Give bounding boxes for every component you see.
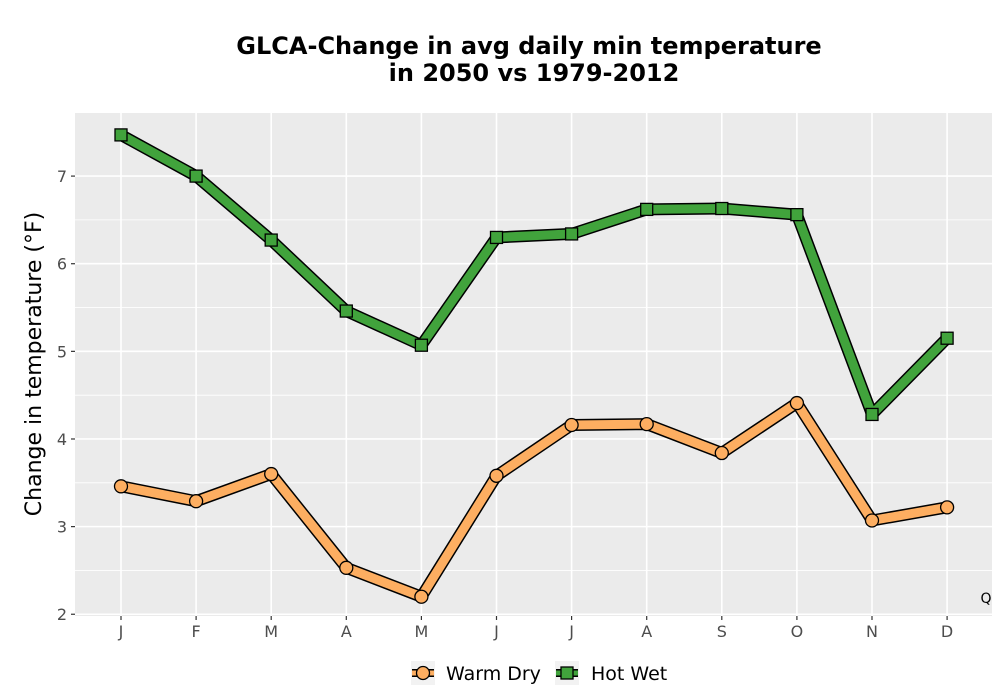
legend-key-marker xyxy=(560,666,574,680)
y-tick-label: 3 xyxy=(57,518,67,537)
warm-dry-point xyxy=(188,494,204,509)
warm-dry-point xyxy=(789,395,805,411)
x-tick-label: S xyxy=(717,622,727,641)
hot-wet-line xyxy=(118,130,951,419)
x-tick-label: J xyxy=(493,622,499,641)
hot-wet-point xyxy=(264,233,278,247)
warm-dry-line xyxy=(120,398,948,602)
x-tick-label: J xyxy=(568,622,574,641)
legend-label: Warm Dry xyxy=(446,663,541,685)
warm-dry-point xyxy=(714,445,729,461)
legend: Warm Dry Hot Wet xyxy=(411,661,667,685)
warm-dry-point xyxy=(339,560,354,575)
corner-annotation: Q xyxy=(980,591,991,607)
warm-dry-point xyxy=(113,479,129,494)
x-tick-label: N xyxy=(866,622,878,641)
y-tick-label: 5 xyxy=(57,342,67,361)
chart-title-line-1: GLCA-Change in avg daily min temperature xyxy=(236,32,821,60)
warm-dry-point xyxy=(489,468,504,483)
warm-dry-point xyxy=(564,417,579,433)
warm-dry-point xyxy=(264,466,279,482)
hot-wet-point xyxy=(715,201,729,216)
warm-dry-point xyxy=(639,416,654,432)
y-tick-label: 4 xyxy=(57,430,67,449)
y-tick-label: 6 xyxy=(57,255,67,274)
warm-dry-point xyxy=(939,500,955,515)
hot-wet-point xyxy=(489,230,504,245)
y-tick-label: 2 xyxy=(57,605,67,624)
legend-key-marker xyxy=(415,665,431,681)
x-tick-label: M xyxy=(414,622,428,641)
chart-title-line-2: in 2050 vs 1979-2012 xyxy=(389,59,680,87)
legend-item-warm-dry: Warm Dry xyxy=(411,661,541,685)
hot-wet-point xyxy=(640,202,654,217)
hot-wet-point xyxy=(339,304,353,318)
legend-item-hot-wet: Hot Wet xyxy=(555,661,667,685)
x-tick-label: J xyxy=(118,622,124,641)
y-axis: 2 3 4 5 6 7 xyxy=(57,167,75,624)
hot-wet-point xyxy=(189,169,203,183)
y-tick-label: 7 xyxy=(57,167,67,186)
hot-wet-point xyxy=(564,227,579,241)
y-axis-label: Change in temperature (°F) xyxy=(22,212,47,516)
series-layer xyxy=(113,128,955,604)
x-tick-label: M xyxy=(264,622,278,641)
x-tick-label: F xyxy=(191,622,200,641)
warm-dry-point xyxy=(414,589,429,604)
x-tick-label: D xyxy=(941,622,953,641)
hot-wet-point xyxy=(414,338,429,352)
x-tick-label: A xyxy=(641,622,652,641)
x-tick-label: A xyxy=(341,622,352,641)
gridlines xyxy=(75,113,992,616)
hot-wet-point xyxy=(940,331,954,345)
hot-wet-point xyxy=(114,128,128,142)
x-tick-label: O xyxy=(791,622,804,641)
warm-dry-point xyxy=(864,513,880,528)
hot-wet-point xyxy=(865,407,879,422)
legend-label: Hot Wet xyxy=(591,663,667,685)
hot-wet-point xyxy=(790,208,804,222)
